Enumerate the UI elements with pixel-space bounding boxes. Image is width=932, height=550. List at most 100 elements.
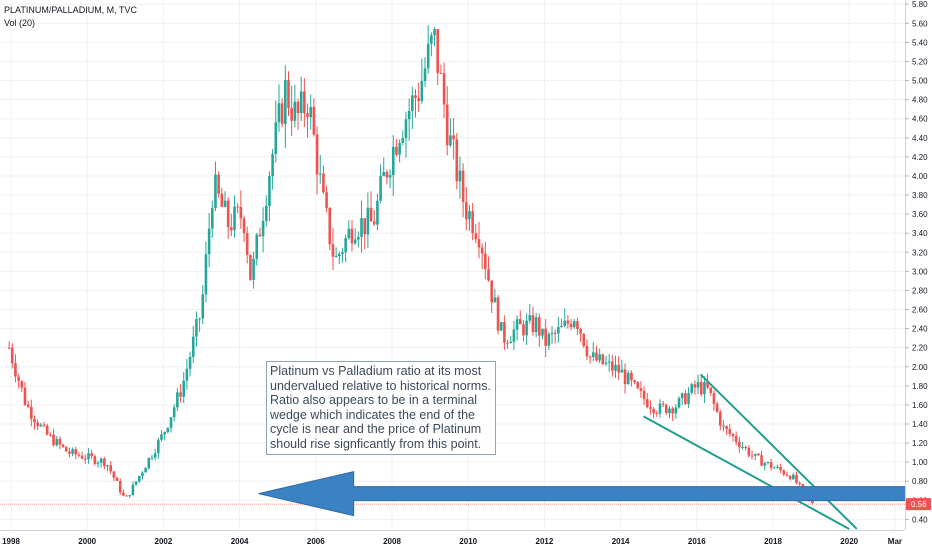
- candle-body: [318, 173, 322, 175]
- candle-body: [731, 434, 735, 436]
- candle-body: [522, 324, 525, 336]
- candle-body: [626, 372, 630, 385]
- candle-body: [798, 483, 801, 485]
- candle-body: [61, 444, 65, 447]
- candle-body: [598, 354, 601, 361]
- candle-body: [658, 403, 662, 414]
- candle-body: [264, 205, 268, 221]
- candle-body: [766, 462, 770, 464]
- y-tick-label: 4.40: [912, 134, 928, 143]
- x-tick-label: 2006: [307, 537, 325, 546]
- candle-body: [449, 135, 452, 146]
- candle-body: [414, 95, 417, 99]
- y-tick-label: 3.60: [912, 210, 928, 219]
- candle-body: [58, 438, 62, 445]
- price-axis[interactable]: 0.400.600.801.001.201.401.601.802.002.20…: [905, 0, 932, 550]
- left-arrow-shape: [258, 471, 911, 517]
- candle-body: [210, 208, 214, 229]
- candle-body: [506, 342, 509, 344]
- candle-body: [757, 453, 760, 456]
- candle-body: [277, 103, 281, 123]
- candle-body: [163, 432, 166, 435]
- candle-body: [153, 453, 157, 458]
- candle-body: [430, 35, 433, 44]
- symbol-title: PLATINUM/PALLADIUM, M, TVC: [4, 5, 138, 15]
- candle-body: [115, 477, 119, 481]
- candle-body: [10, 347, 14, 364]
- candle-body: [468, 211, 471, 220]
- candle-body: [633, 380, 636, 383]
- annotation-textbox[interactable]: Platinum vs Palladium ratio at its most …: [266, 361, 496, 455]
- candle-body: [230, 227, 233, 231]
- candle-body: [782, 470, 786, 475]
- candle-body: [236, 206, 239, 208]
- candle-body: [147, 457, 151, 468]
- candle-body: [652, 408, 655, 414]
- candle-body: [407, 110, 411, 120]
- candle-body: [404, 119, 408, 139]
- candle-body: [484, 253, 487, 270]
- candle-body: [747, 447, 751, 456]
- x-tick-label: 2002: [155, 537, 173, 546]
- candle-body: [550, 332, 554, 335]
- candle-body: [217, 174, 220, 194]
- candle-body: [376, 200, 379, 225]
- candle-body: [464, 201, 468, 220]
- x-tick-label: 2016: [688, 537, 706, 546]
- y-tick-label: 2.60: [912, 306, 928, 315]
- candle-body: [715, 403, 719, 412]
- candle-body: [176, 392, 179, 408]
- candle-body: [569, 323, 573, 328]
- candle-body: [699, 382, 703, 395]
- time-axis[interactable]: 1998 2000 2002 2004 2006 2008 2010 2012 2014 2016…: [0, 530, 932, 550]
- candle-body: [668, 408, 671, 414]
- candle-body: [131, 484, 135, 496]
- candle-body: [109, 465, 112, 472]
- candle-body: [106, 465, 109, 467]
- x-tick-label: 2000: [78, 537, 96, 546]
- candle-body: [14, 363, 17, 377]
- candle-body: [401, 138, 405, 143]
- candle-body: [445, 104, 449, 146]
- candle-body: [474, 233, 478, 240]
- chart-grid: [0, 0, 905, 530]
- candle-body: [42, 424, 46, 426]
- candle-body: [201, 294, 205, 319]
- candle-body: [614, 364, 617, 371]
- candle-body: [83, 458, 87, 460]
- candle-body: [607, 361, 611, 363]
- x-tick-label: 2014: [612, 537, 630, 546]
- candle-body: [436, 29, 440, 73]
- volume-indicator-label[interactable]: Vol (20): [4, 18, 36, 28]
- candle-body: [150, 457, 154, 459]
- candle-body: [604, 362, 608, 364]
- x-tick-label: 2010: [459, 537, 477, 546]
- candle-body: [309, 106, 313, 118]
- y-tick-label: 0.40: [912, 515, 928, 524]
- candle-body: [391, 146, 395, 176]
- candle-body: [284, 80, 287, 124]
- candle-body: [693, 384, 697, 388]
- candle-body: [696, 382, 700, 388]
- y-tick-label: 5.20: [912, 57, 928, 66]
- candle-body: [661, 403, 665, 405]
- candle-body: [299, 91, 303, 113]
- candle-body: [471, 211, 474, 234]
- candle-body: [617, 364, 620, 373]
- candle-body: [303, 91, 306, 114]
- candle-body: [579, 328, 582, 334]
- candle-body: [30, 406, 33, 419]
- candle-body: [182, 380, 186, 397]
- candle-body: [591, 352, 595, 358]
- y-tick-label: 1.40: [912, 420, 928, 429]
- candle-body: [245, 233, 249, 255]
- candle-body: [357, 236, 360, 240]
- candle-body: [385, 172, 389, 178]
- candle-body: [268, 175, 271, 206]
- candle-body: [80, 455, 84, 459]
- candle-body: [687, 392, 690, 404]
- candle-body: [103, 458, 106, 467]
- candle-body: [557, 327, 560, 334]
- y-tick-label: 0.80: [912, 477, 928, 486]
